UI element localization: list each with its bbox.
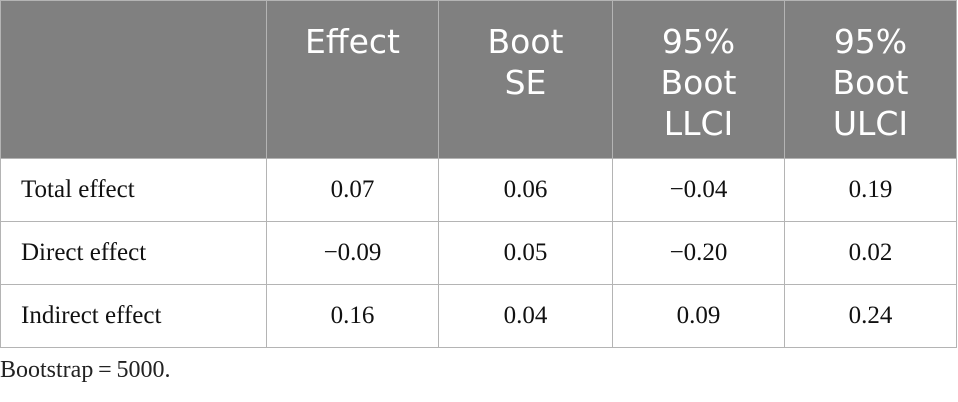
header-ulci-line3: ULCI xyxy=(832,104,909,143)
llci-value: −0.04 xyxy=(612,158,785,222)
ulci-value: 0.19 xyxy=(784,158,957,222)
llci-value: 0.09 xyxy=(612,284,785,348)
header-boot-se-line2: SE xyxy=(504,63,547,102)
llci-value: −0.20 xyxy=(612,221,785,285)
header-ulci-line2: Boot xyxy=(832,63,909,102)
boot-se-value: 0.04 xyxy=(438,284,613,348)
ulci-value: 0.24 xyxy=(784,284,957,348)
results-table: Effect Boot SE 95% Boot LLCI 95% Boot UL… xyxy=(0,0,957,348)
header-ulci-line1: 95% xyxy=(833,22,908,61)
table-row: Direct effect −0.09 0.05 −0.20 0.02 xyxy=(0,221,957,285)
header-cell-effect: Effect xyxy=(266,0,439,159)
header-cell-ulci: 95% Boot ULCI xyxy=(784,0,957,159)
header-cell-llci: 95% Boot LLCI xyxy=(612,0,785,159)
row-label: Total effect xyxy=(0,158,267,222)
header-cell-empty xyxy=(0,0,267,159)
boot-se-value: 0.05 xyxy=(438,221,613,285)
header-boot-se-line1: Boot xyxy=(487,22,564,61)
header-llci-line1: 95% xyxy=(661,22,736,61)
header-llci-line3: LLCI xyxy=(663,104,734,143)
table-row: Total effect 0.07 0.06 −0.04 0.19 xyxy=(0,158,957,222)
table-footnote: Bootstrap = 5000. xyxy=(0,357,171,383)
row-label: Indirect effect xyxy=(0,284,267,348)
boot-se-value: 0.06 xyxy=(438,158,613,222)
row-label: Direct effect xyxy=(0,221,267,285)
ulci-value: 0.02 xyxy=(784,221,957,285)
effect-value: 0.16 xyxy=(266,284,439,348)
header-llci-line2: Boot xyxy=(660,63,737,102)
header-effect-line1: Effect xyxy=(305,22,400,61)
table-row: Indirect effect 0.16 0.04 0.09 0.24 xyxy=(0,284,957,348)
effect-value: 0.07 xyxy=(266,158,439,222)
header-row: Effect Boot SE 95% Boot LLCI 95% Boot UL… xyxy=(0,0,957,159)
header-cell-boot-se: Boot SE xyxy=(438,0,613,159)
effect-value: −0.09 xyxy=(266,221,439,285)
